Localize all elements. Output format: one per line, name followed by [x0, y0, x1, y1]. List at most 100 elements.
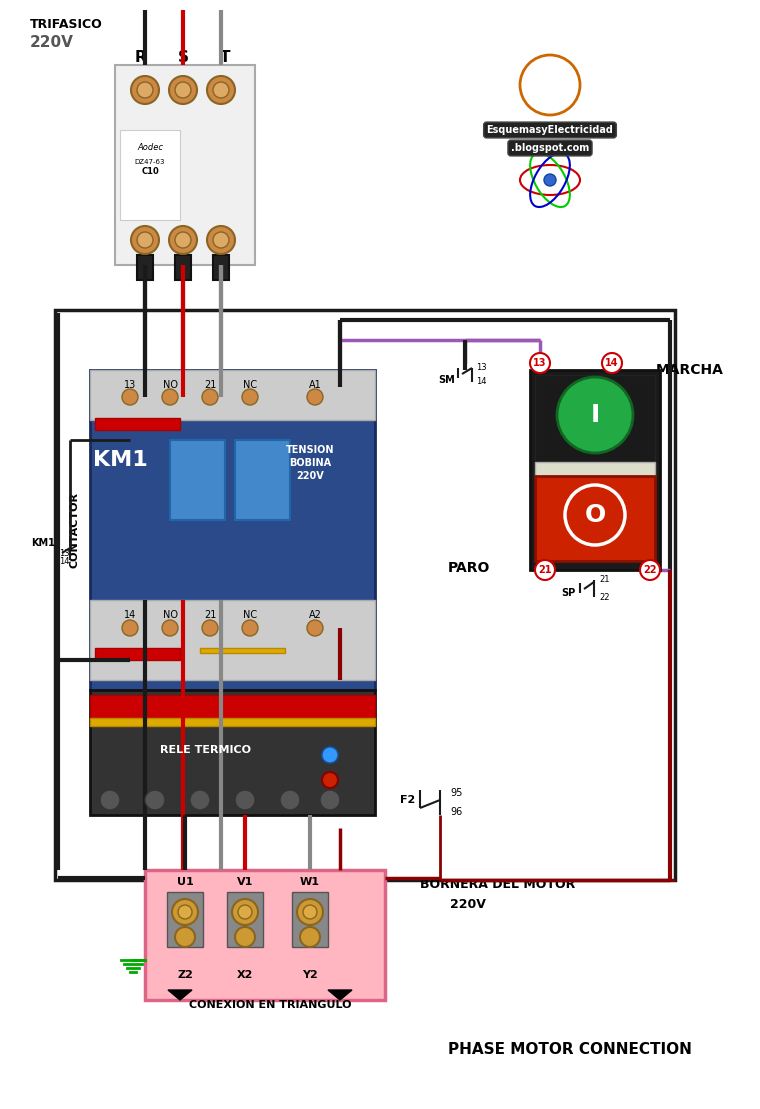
Circle shape — [544, 174, 556, 186]
Text: BORNERA DEL MOTOR: BORNERA DEL MOTOR — [420, 878, 575, 892]
Circle shape — [131, 226, 159, 254]
Circle shape — [178, 905, 192, 919]
Polygon shape — [328, 990, 352, 1000]
Circle shape — [235, 927, 255, 947]
Circle shape — [202, 620, 218, 635]
Text: A2: A2 — [309, 610, 321, 620]
Circle shape — [280, 790, 300, 810]
Text: .blogspot.com: .blogspot.com — [511, 143, 589, 153]
Text: 13: 13 — [124, 380, 136, 390]
Circle shape — [322, 772, 338, 788]
Bar — [90, 370, 375, 690]
Bar — [145, 869, 385, 1000]
Text: 96: 96 — [450, 807, 462, 817]
Text: X2: X2 — [237, 970, 253, 980]
Bar — [95, 648, 180, 660]
Text: KM1: KM1 — [31, 538, 55, 548]
Bar — [213, 255, 229, 279]
Circle shape — [602, 353, 622, 373]
Text: SM: SM — [439, 375, 455, 385]
Bar — [167, 892, 203, 947]
Text: 220V: 220V — [450, 898, 486, 912]
Text: SP: SP — [561, 588, 575, 598]
Circle shape — [175, 927, 195, 947]
Circle shape — [169, 77, 197, 104]
Circle shape — [162, 620, 178, 635]
Text: NO: NO — [163, 380, 178, 390]
Circle shape — [235, 790, 255, 810]
Circle shape — [303, 905, 317, 919]
Circle shape — [122, 389, 138, 405]
Text: 95: 95 — [450, 788, 462, 798]
Text: 14: 14 — [124, 610, 136, 620]
Text: Aodec: Aodec — [137, 143, 163, 153]
Circle shape — [232, 899, 258, 925]
Circle shape — [137, 82, 153, 98]
Circle shape — [162, 389, 178, 405]
Bar — [235, 440, 290, 520]
Text: 22: 22 — [643, 564, 657, 574]
Text: BOBINA: BOBINA — [289, 458, 331, 468]
Bar — [137, 255, 153, 279]
Bar — [200, 648, 285, 653]
Text: NO: NO — [163, 610, 178, 620]
Circle shape — [202, 389, 218, 405]
Text: 93 NO: 93 NO — [149, 817, 171, 823]
Circle shape — [169, 226, 197, 254]
Circle shape — [131, 77, 159, 104]
Text: EsquemasyElectricidad: EsquemasyElectricidad — [486, 125, 613, 135]
Circle shape — [207, 226, 235, 254]
Bar — [90, 690, 375, 815]
Text: NC: NC — [243, 610, 257, 620]
Text: 97 NO: 97 NO — [99, 817, 121, 823]
Text: Y2: Y2 — [302, 970, 318, 980]
Bar — [530, 370, 660, 570]
Bar — [292, 892, 328, 947]
Circle shape — [535, 560, 555, 580]
Bar — [95, 418, 180, 430]
Text: 21: 21 — [204, 380, 216, 390]
Circle shape — [100, 790, 120, 810]
Bar — [90, 718, 375, 726]
Circle shape — [242, 389, 258, 405]
Bar — [120, 130, 180, 220]
Bar — [175, 255, 191, 279]
Text: DZ47-63: DZ47-63 — [135, 159, 165, 165]
Bar — [535, 476, 655, 561]
Text: 14: 14 — [605, 358, 619, 368]
Circle shape — [322, 747, 338, 763]
Text: TRIFASICO: TRIFASICO — [30, 18, 103, 31]
Text: 21: 21 — [599, 576, 610, 584]
Text: S: S — [178, 51, 188, 65]
Text: TENSION: TENSION — [286, 445, 334, 455]
Circle shape — [213, 232, 229, 248]
Circle shape — [238, 905, 252, 919]
Bar — [90, 600, 375, 680]
Bar — [90, 695, 375, 720]
Text: NC: NC — [243, 380, 257, 390]
Circle shape — [640, 560, 660, 580]
Circle shape — [557, 377, 633, 452]
Circle shape — [122, 620, 138, 635]
Text: KM1: KM1 — [93, 450, 147, 470]
Text: Z2: Z2 — [177, 970, 193, 980]
Text: T: T — [220, 51, 230, 65]
Text: V1: V1 — [237, 877, 253, 887]
Text: RELE TERMICO: RELE TERMICO — [160, 745, 251, 755]
Text: 14: 14 — [59, 558, 69, 567]
Circle shape — [207, 77, 235, 104]
Text: 220V: 220V — [296, 471, 324, 481]
Bar — [535, 462, 655, 477]
Circle shape — [242, 620, 258, 635]
Text: CONEXION EN TRIANGULO: CONEXION EN TRIANGULO — [188, 1000, 351, 1010]
Text: PHASE MOTOR CONNECTION: PHASE MOTOR CONNECTION — [448, 1042, 692, 1058]
Text: W1: W1 — [300, 877, 320, 887]
Bar — [55, 311, 675, 881]
Text: PARO: PARO — [448, 561, 490, 574]
Text: CONTACTOR: CONTACTOR — [70, 492, 80, 568]
Bar — [535, 375, 655, 465]
Text: 95 NC: 95 NC — [199, 817, 220, 823]
Circle shape — [307, 389, 323, 405]
Text: 96 NC: 96 NC — [249, 817, 271, 823]
Circle shape — [565, 485, 625, 545]
